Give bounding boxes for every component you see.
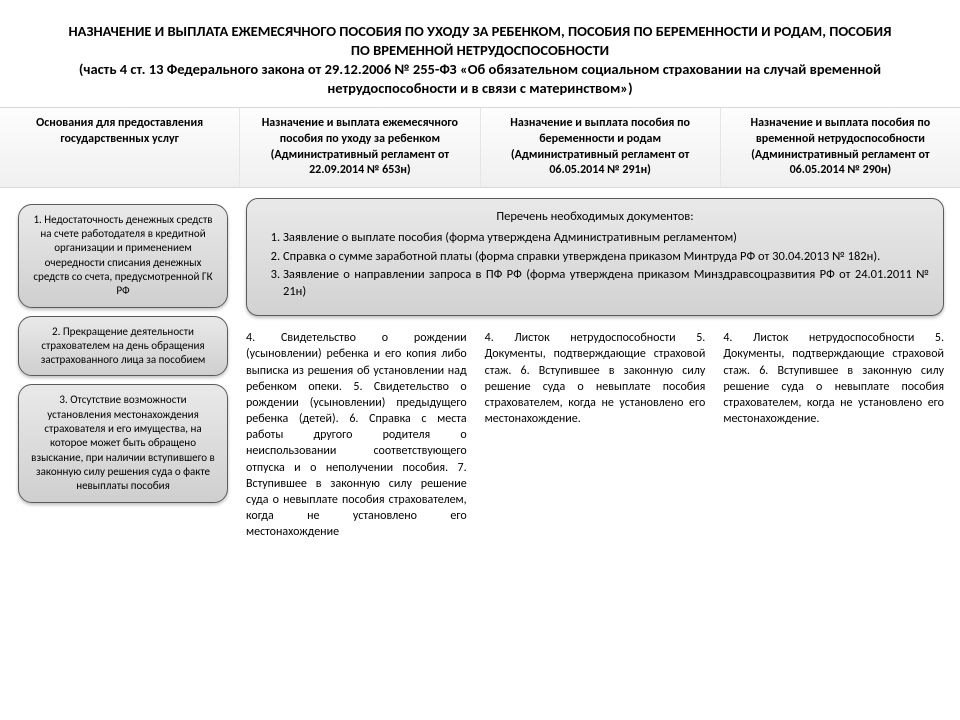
document-item-1: Заявление о выплате пособия (форма утвер… — [283, 230, 929, 247]
documents-title: Перечень необходимых документов: — [261, 209, 929, 226]
title-line-2: (часть 4 ст. 13 Федерального закона от 2… — [60, 60, 900, 98]
additional-docs-col-2: 4. Листок нетрудоспособности 5. Документ… — [485, 330, 706, 540]
reason-2: 2. Прекращение деятельности страхователе… — [18, 316, 228, 377]
reasons-column: 1. Недостаточность денежных средств на с… — [0, 198, 240, 541]
documents-column: Перечень необходимых документов: Заявлен… — [240, 198, 960, 541]
additional-docs-row: 4. Свидетельство о рождении (усыновлении… — [246, 316, 944, 540]
document-item-2: Справка о сумме заработной платы (форма … — [283, 249, 929, 266]
reason-1: 1. Недостаточность денежных средств на с… — [18, 204, 228, 308]
column-headers: Основания для предоставления государстве… — [0, 107, 960, 187]
document-item-3: Заявление о направлении запроса в ПФ РФ … — [283, 267, 929, 301]
header-col-3: Назначение и выплата пособия по временно… — [720, 108, 960, 186]
header-col-0: Основания для предоставления государстве… — [0, 108, 239, 186]
additional-docs-col-3: 4. Листок нетрудоспособности 5. Документ… — [723, 330, 944, 540]
additional-docs-col-1: 4. Свидетельство о рождении (усыновлении… — [246, 330, 467, 540]
reason-3: 3. Отсутствие возможности установления м… — [18, 384, 228, 502]
header-col-2: Назначение и выплата пособия по беременн… — [480, 108, 720, 186]
documents-list: Заявление о выплате пособия (форма утвер… — [261, 230, 929, 302]
required-documents-box: Перечень необходимых документов: Заявлен… — [246, 198, 944, 316]
main-content: 1. Недостаточность денежных средств на с… — [0, 188, 960, 541]
page-title: НАЗНАЧЕНИЕ И ВЫПЛАТА ЕЖЕМЕСЯЧНОГО ПОСОБИ… — [0, 0, 960, 107]
title-line-1: НАЗНАЧЕНИЕ И ВЫПЛАТА ЕЖЕМЕСЯЧНОГО ПОСОБИ… — [60, 22, 900, 60]
header-col-1: Назначение и выплата ежемесячного пособи… — [239, 108, 479, 186]
